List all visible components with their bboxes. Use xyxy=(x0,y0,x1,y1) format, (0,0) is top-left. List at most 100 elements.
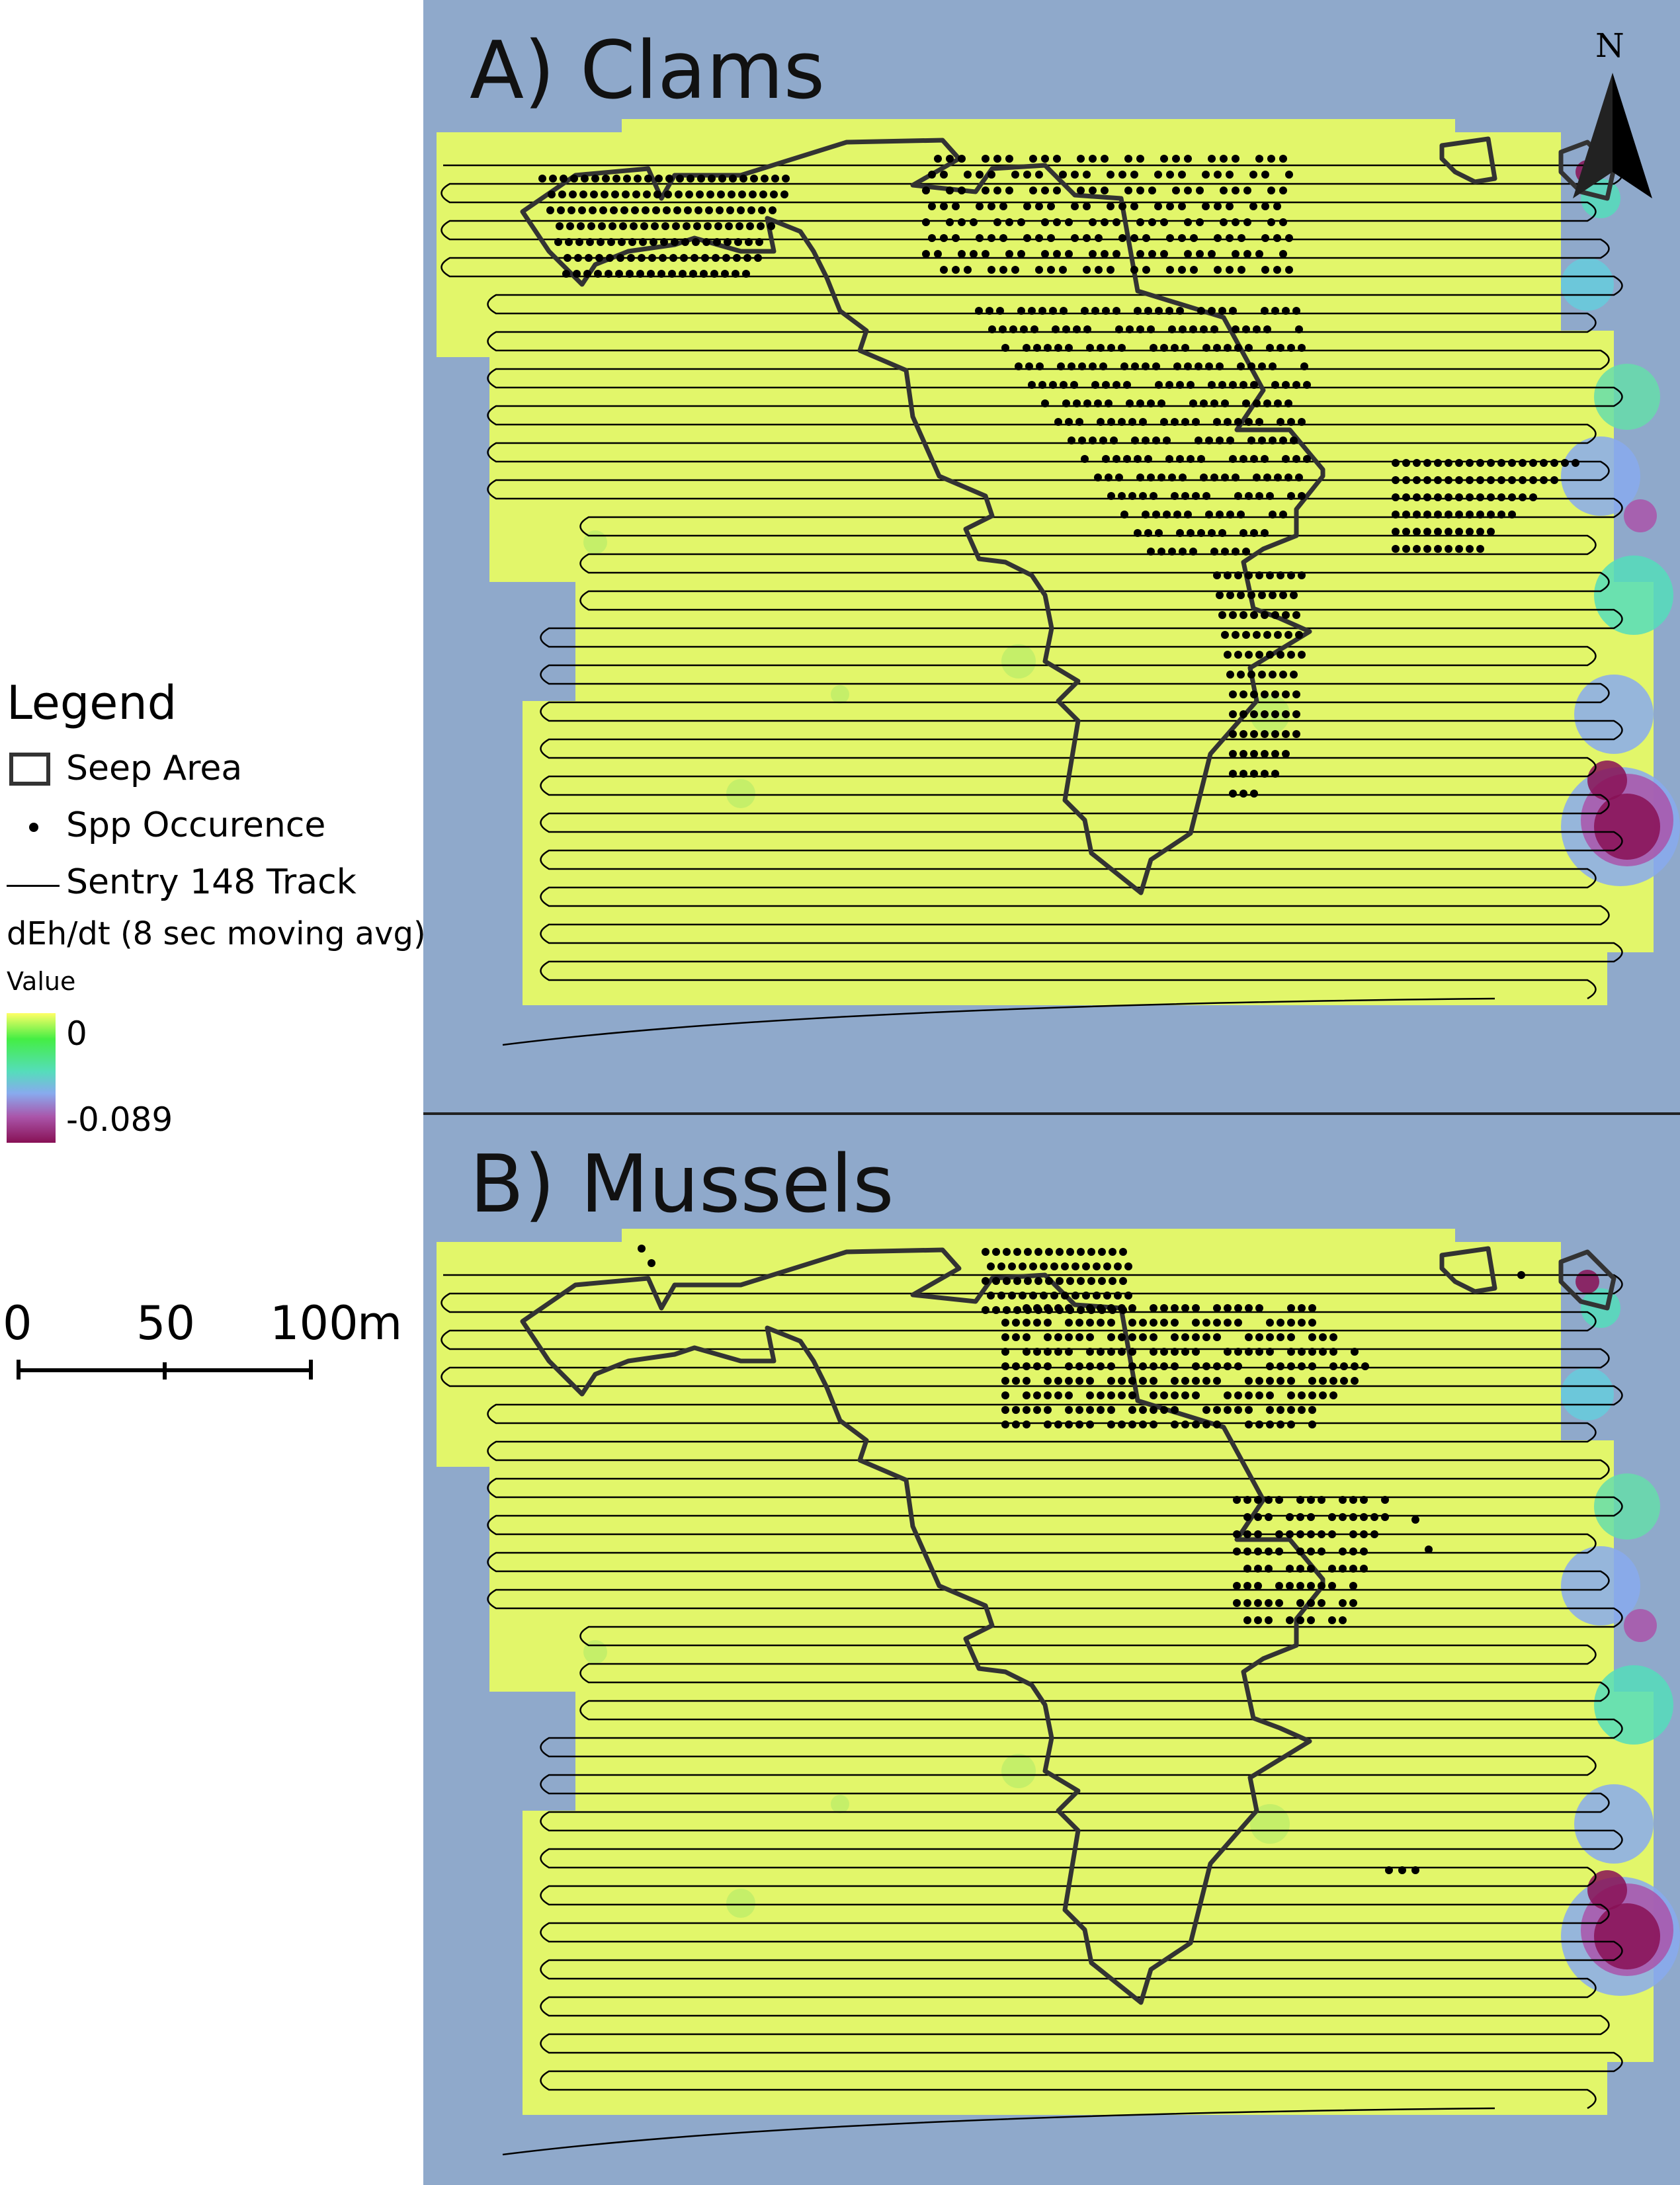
occurrence-dot xyxy=(1077,1248,1085,1256)
occurrence-dot xyxy=(1053,218,1061,226)
occurrence-dot xyxy=(573,270,581,278)
occurrence-dot xyxy=(1237,671,1245,679)
occurrence-dot xyxy=(1550,476,1558,484)
occurrence-dot xyxy=(1065,250,1073,258)
occurrence-dot xyxy=(1267,218,1275,226)
occurrence-dot xyxy=(566,222,574,230)
occurrence-dot xyxy=(665,175,673,183)
occurrence-dot xyxy=(1271,381,1279,389)
occurrence-dot xyxy=(1166,202,1174,210)
sentry-track-line xyxy=(441,1274,1623,2110)
occurrence-dot xyxy=(976,202,984,210)
occurrence-dot xyxy=(1128,1421,1136,1428)
occurrence-dot xyxy=(1273,202,1281,210)
occurrence-dot xyxy=(922,250,930,258)
occurrence-dot xyxy=(1041,186,1049,194)
occurrence-dot xyxy=(634,175,642,183)
occurrence-dot xyxy=(1279,155,1287,163)
legend-item-track: Sentry 148 Track xyxy=(7,858,423,909)
occurrence-dot xyxy=(661,222,669,230)
occurrence-dot xyxy=(1307,1582,1315,1590)
occurrence-dot xyxy=(595,254,603,262)
occurrence-dot xyxy=(1128,1391,1136,1399)
occurrence-dot xyxy=(1173,511,1181,518)
occurrence-dot xyxy=(1053,155,1061,163)
occurrence-dot xyxy=(556,222,564,230)
occurrence-dot xyxy=(1239,455,1247,463)
occurrence-dot xyxy=(639,238,647,246)
occurrence-dot xyxy=(673,206,681,214)
occurrence-dot xyxy=(1105,474,1113,481)
occurrence-dot xyxy=(1286,1530,1294,1538)
occurrence-dot xyxy=(1340,1377,1348,1385)
occurrence-dot xyxy=(1413,511,1421,518)
occurrence-dot xyxy=(1033,1319,1041,1327)
occurrence-dot xyxy=(1370,1530,1378,1538)
occurrence-dot xyxy=(1019,1262,1027,1270)
occurrence-dot xyxy=(1434,528,1442,536)
occurrence-dot xyxy=(1285,171,1293,179)
occurrence-dot xyxy=(1128,1319,1136,1327)
occurrence-dot xyxy=(1113,381,1120,389)
occurrence-dot xyxy=(1107,266,1114,274)
occurrence-dot xyxy=(1487,493,1495,501)
occurrence-dot xyxy=(755,238,763,246)
occurrence-dot xyxy=(1224,418,1232,426)
occurrence-dot xyxy=(1049,381,1057,389)
occurrence-dot xyxy=(1187,455,1195,463)
occurrence-dot xyxy=(1192,1362,1200,1370)
occurrence-dot xyxy=(1184,218,1192,226)
occurrence-dot xyxy=(1107,1304,1115,1312)
occurrence-dot xyxy=(1266,344,1274,352)
occurrence-dot xyxy=(1093,1262,1101,1270)
occurrence-dot xyxy=(1351,1377,1359,1385)
occurrence-dot xyxy=(1099,362,1107,370)
occurrence-dot xyxy=(1023,1421,1030,1428)
occurrence-dot xyxy=(1466,545,1474,553)
occurrence-dot xyxy=(1036,362,1044,370)
occurrence-dot xyxy=(1250,770,1258,778)
occurrence-dot xyxy=(1136,186,1144,194)
occurrence-dot xyxy=(1142,234,1150,242)
occurrence-dot xyxy=(999,325,1007,333)
occurrence-dot xyxy=(1086,1348,1094,1356)
occurrence-dot xyxy=(1234,1348,1242,1356)
occurrence-dot xyxy=(589,206,597,214)
occurrence-dot xyxy=(1176,529,1184,537)
survey-area xyxy=(437,1229,1654,2115)
occurrence-dot xyxy=(1328,1616,1336,1624)
occurrence-dot xyxy=(1094,474,1102,481)
occurrence-dot xyxy=(1147,325,1155,333)
occurrence-dot xyxy=(1065,218,1073,226)
occurrence-dot xyxy=(934,250,942,258)
occurrence-dot xyxy=(1229,381,1237,389)
occurrence-dot xyxy=(671,238,679,246)
occurrence-dot xyxy=(1232,155,1239,163)
occurrence-dot xyxy=(1171,344,1179,352)
occurrence-dot xyxy=(1023,1391,1030,1399)
occurrence-dot xyxy=(1392,528,1400,536)
occurrence-dot xyxy=(1254,1616,1262,1624)
occurrence-dot xyxy=(1307,1547,1315,1555)
occurrence-dot xyxy=(1254,1496,1262,1504)
occurrence-dot xyxy=(1113,307,1120,315)
occurrence-dot xyxy=(627,254,635,262)
occurrence-dot xyxy=(1271,611,1279,619)
occurrence-dot xyxy=(1284,631,1292,639)
occurrence-dot xyxy=(1243,218,1251,226)
occurrence-dot xyxy=(1178,171,1186,179)
occurrence-dot xyxy=(1349,1496,1357,1504)
occurrence-dot xyxy=(1130,234,1138,242)
occurrence-dot xyxy=(1139,1362,1147,1370)
occurrence-dot xyxy=(1054,418,1062,426)
occurrence-dot xyxy=(982,250,989,258)
occurrence-dot xyxy=(1171,1406,1179,1414)
occurrence-dot xyxy=(1065,1362,1073,1370)
raster-speckle xyxy=(1250,1804,1290,1844)
occurrence-dot xyxy=(1086,1421,1094,1428)
occurrence-dot xyxy=(1224,651,1232,659)
occurrence-dot xyxy=(1144,455,1152,463)
occurrence-dot xyxy=(1196,250,1204,258)
seep-area-polygon xyxy=(1439,136,1497,185)
occurrence-dot xyxy=(1234,1304,1242,1312)
